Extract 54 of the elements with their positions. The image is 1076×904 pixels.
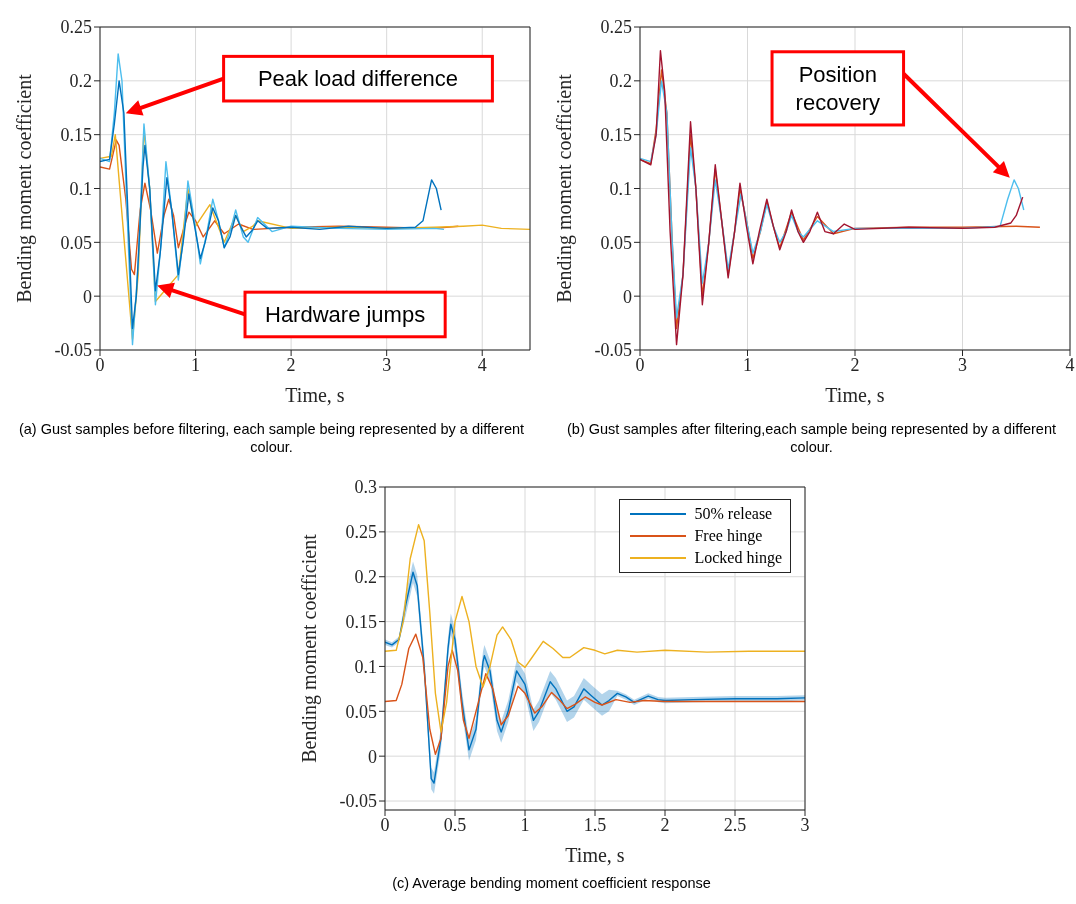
y-tick-label: 0.2 — [69, 71, 92, 92]
text: (c) Average bending moment coefficient response — [391, 874, 712, 892]
y-tick-label: -0.05 — [594, 340, 632, 361]
y-tick-label: 0.2 — [609, 71, 632, 92]
y-tick-label: -0.05 — [339, 791, 377, 812]
annotation: Hardware jumps — [265, 301, 426, 327]
y-tick-label: 0.15 — [60, 125, 92, 146]
x-tick-label: 4 — [1065, 354, 1075, 375]
x-tick-label: 3 — [800, 814, 810, 835]
y-tick-label: 0.15 — [600, 125, 632, 146]
x-tick-label: 3 — [382, 354, 392, 375]
y-tick-label: 0.25 — [345, 522, 377, 543]
y-tick-label: 0.25 — [600, 17, 632, 38]
y-tick-label: 0 — [83, 286, 92, 307]
y-tick-label: 0.05 — [345, 701, 377, 722]
x-axis-title: Time, s — [825, 384, 885, 406]
x-tick-label: 1.5 — [583, 814, 607, 835]
x-tick-label: 0 — [95, 354, 105, 375]
y-tick-label: 0.1 — [354, 656, 377, 677]
legend-label: 50% release — [694, 504, 773, 524]
y-axis-title: Bending moment coefficient — [298, 533, 322, 763]
x-tick-label: 4 — [477, 354, 487, 375]
x-tick-label: 1 — [743, 354, 752, 375]
x-axis-title: Time, s — [285, 384, 345, 406]
legend-label: Locked hinge — [694, 548, 782, 569]
x-tick-label: 0 — [635, 354, 645, 375]
x-tick-label: 0.5 — [443, 814, 467, 835]
x-tick-label: 2 — [286, 354, 296, 375]
text: (a) Gust samples before filtering, each sample being represented by a different colour. — [17, 420, 526, 456]
y-tick-label: 0.3 — [354, 477, 377, 498]
annotation: Peak load difference — [257, 66, 459, 92]
x-tick-label: 1 — [191, 354, 201, 375]
y-axis-title: Bending moment coefficient — [553, 73, 577, 303]
y-axis-title: Bending moment coefficient — [13, 73, 37, 303]
x-tick-label: 0 — [380, 814, 390, 835]
x-tick-label: 3 — [958, 354, 967, 375]
legend-label: Free hinge — [694, 526, 763, 547]
y-tick-label: 0.05 — [600, 232, 632, 253]
text: (b) Gust samples after filtering,each sample being represented by a different colour. — [566, 420, 1057, 456]
y-tick-label: 0.05 — [60, 232, 92, 253]
x-tick-label: 2.5 — [723, 814, 747, 835]
y-tick-label: 0 — [623, 286, 632, 307]
x-tick-label: 2 — [660, 814, 670, 835]
annotation: Position recovery — [795, 61, 880, 116]
y-tick-label: 0.25 — [60, 17, 92, 38]
y-tick-label: 0.2 — [354, 567, 377, 588]
y-tick-label: 0 — [368, 746, 377, 767]
x-tick-label: 1 — [520, 814, 530, 835]
y-tick-label: 0.1 — [609, 178, 632, 199]
x-tick-label: 2 — [850, 354, 860, 375]
y-tick-label: 0.15 — [345, 611, 377, 632]
y-tick-label: 0.1 — [69, 178, 92, 199]
x-axis-title: Time, s — [565, 844, 625, 866]
y-tick-label: -0.05 — [54, 340, 92, 361]
